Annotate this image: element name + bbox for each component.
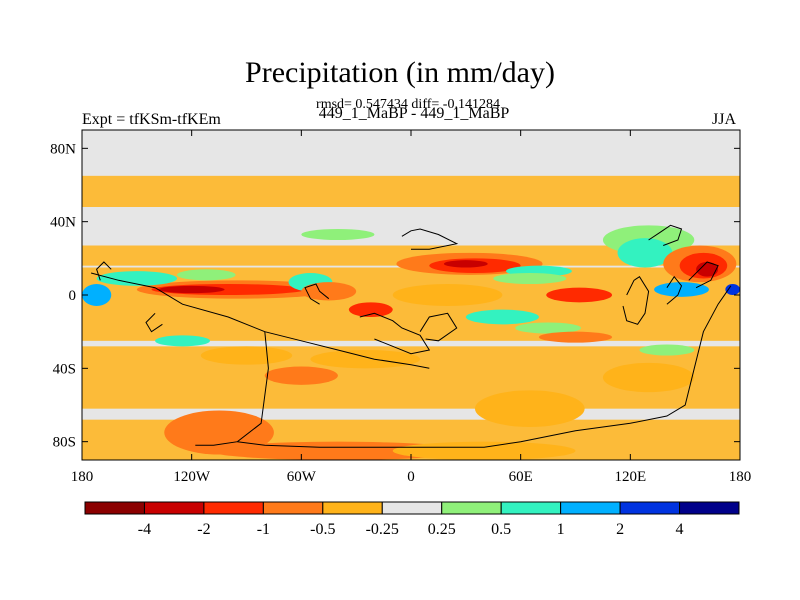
colorbar-label-6: 0.5 <box>491 521 511 538</box>
colorbar-label-3: -0.5 <box>310 521 335 538</box>
field-band-0 <box>82 175 740 207</box>
field-band-2 <box>82 267 740 341</box>
field-patch-32 <box>209 441 466 460</box>
field-patch-16 <box>546 287 613 303</box>
coastline-5 <box>304 283 330 305</box>
field-patch-36 <box>639 344 695 356</box>
y-tick-label-3: 40S <box>53 361 76 377</box>
chart-subtitle: rmsd= 0.547434 diff= -0.141284 <box>316 97 500 112</box>
field-patch-34 <box>474 390 585 427</box>
coastline-2 <box>237 285 732 448</box>
coastline-3 <box>359 312 431 355</box>
field-patch-2 <box>158 285 225 294</box>
x-tick-label-1: 120W <box>173 469 211 485</box>
field-patch-27 <box>200 346 293 365</box>
coastline-1 <box>195 331 269 446</box>
coastlines <box>90 224 732 448</box>
colorbar-box-4 <box>322 501 383 515</box>
field-patch-26 <box>538 331 613 343</box>
field-patch-13 <box>392 284 503 306</box>
field-patch-28 <box>155 335 210 347</box>
colorbar-label-5: 0.25 <box>428 521 456 538</box>
field-patch-22 <box>654 282 709 297</box>
coastline-11 <box>96 261 112 281</box>
colorbar-label-9: 4 <box>676 521 684 538</box>
coastline-7 <box>622 276 650 325</box>
field-patch-25 <box>515 322 581 334</box>
field-band-1 <box>82 245 740 266</box>
x-tick-label-6: 180 <box>729 469 752 485</box>
y-tick-label-4: 80S <box>53 435 76 451</box>
y-tick-label-0: 80N <box>50 141 76 157</box>
field-patch-30 <box>264 366 338 385</box>
colorbar-box-8 <box>560 501 621 515</box>
colorbar-label-1: -2 <box>197 521 210 538</box>
colorbar-box-9 <box>619 501 681 515</box>
colorbar-box-1 <box>143 501 205 515</box>
experiment-label: Expt = tfKSm-tfKEm <box>82 111 221 128</box>
colorbar-label-2: -1 <box>257 521 270 538</box>
x-tick-label-2: 60W <box>287 469 317 485</box>
chart-title: Precipitation (in mm/day) <box>245 56 555 89</box>
field-patch-31 <box>164 410 274 455</box>
colorbar-box-6 <box>441 501 502 515</box>
coastline-8 <box>666 275 683 305</box>
y-axis: 80N 40N 0 40S 80S <box>50 141 740 451</box>
x-tick-label-4: 60E <box>509 469 533 485</box>
colorbar-label-4: -0.25 <box>366 521 399 538</box>
field-patch-9 <box>301 229 375 240</box>
y-tick-label-1: 40N <box>50 215 76 231</box>
field-patch-18 <box>617 238 673 268</box>
colorbar: -4 -2 -1 -0.5 -0.25 0.25 0.5 1 2 4 <box>84 501 740 538</box>
colorbar-box-0 <box>84 501 145 515</box>
colorbar-box-2 <box>203 501 264 515</box>
field-patch-12 <box>443 260 488 268</box>
field-patch-4 <box>177 269 236 281</box>
coastline-6 <box>419 312 458 342</box>
field-patch-29 <box>310 350 421 369</box>
field-patch-6 <box>301 282 357 301</box>
x-tick-label-5: 120E <box>614 469 646 485</box>
field-patch-24 <box>465 309 539 325</box>
coastline-12 <box>145 312 163 333</box>
field-patch-23 <box>725 284 740 295</box>
coastline-4 <box>401 228 459 250</box>
field-patch-3 <box>96 271 178 286</box>
x-axis: 180 120W 60W 0 60E 120E 180 <box>71 130 752 485</box>
colorbar-box-3 <box>262 501 324 515</box>
colorbar-label-7: 1 <box>557 521 565 538</box>
x-tick-label-0: 180 <box>71 469 94 485</box>
colorbar-box-10 <box>679 501 740 515</box>
colorbar-box-5 <box>381 501 443 515</box>
case-label: 449_1_MaBP - 449_1_MaBP <box>318 105 510 122</box>
season-label: JJA <box>712 111 737 128</box>
coastline-10 <box>688 261 719 289</box>
field-patch-21 <box>696 262 719 277</box>
colorbar-box-7 <box>500 501 562 515</box>
x-tick-label-3: 0 <box>407 469 415 485</box>
field-patch-8 <box>348 302 393 317</box>
y-tick-label-2: 0 <box>69 288 77 304</box>
precipitation-field <box>82 130 740 460</box>
field-patch-15 <box>493 273 567 284</box>
field-patch-35 <box>602 362 695 393</box>
colorbar-label-8: 2 <box>616 521 624 538</box>
field-patch-33 <box>392 441 576 460</box>
field-patch-7 <box>82 284 112 306</box>
colorbar-label-0: -4 <box>138 521 151 538</box>
coastline-9 <box>648 224 683 246</box>
